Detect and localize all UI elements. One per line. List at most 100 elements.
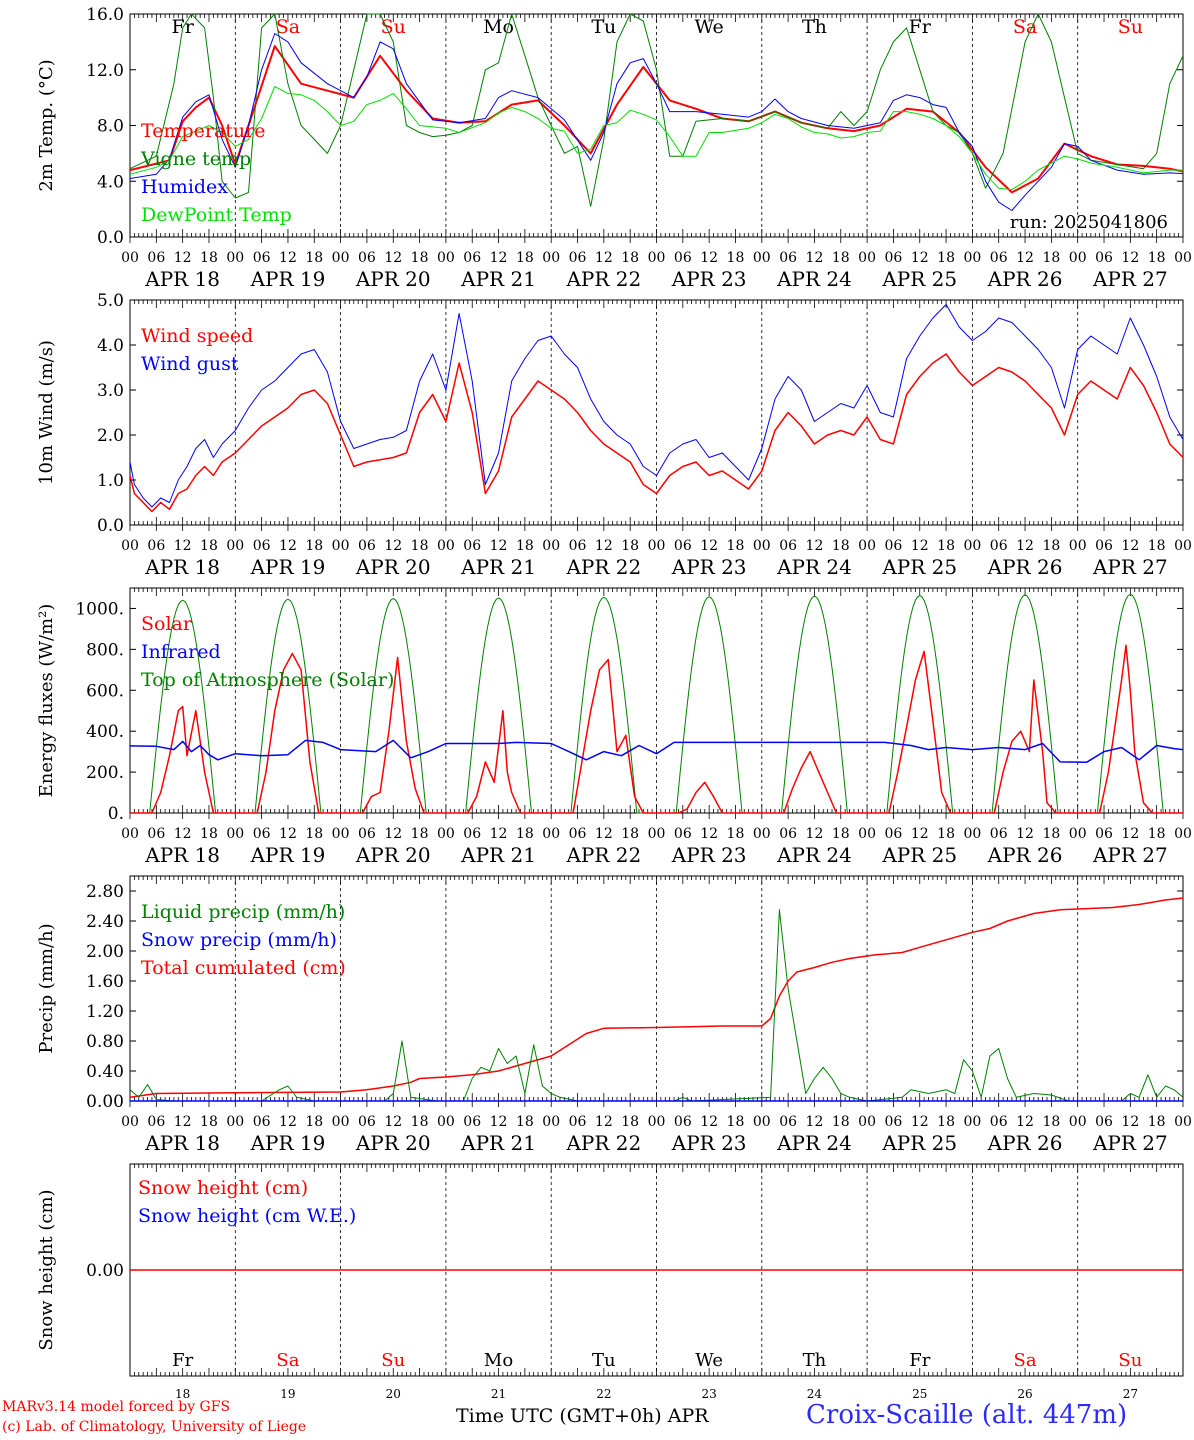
y-tick-label: 0.80 (86, 1032, 124, 1052)
date-label: APR 20 (355, 1131, 431, 1155)
hour-label: 06 (463, 250, 481, 266)
series-line (130, 304, 1183, 508)
hour-label: 06 (885, 538, 903, 554)
hour-label: 00 (1069, 1114, 1087, 1130)
y-tick-label: 0.40 (86, 1062, 124, 1082)
chart-panel-4: 0.00 0.40 0.80 1.20 1.60 2.00 2.40 2.80 Precip (… (36, 875, 1192, 1155)
hour-label: 06 (463, 826, 481, 842)
hour-label: 06 (569, 1114, 587, 1130)
hour-label: 00 (1069, 250, 1087, 266)
hour-label: 06 (779, 538, 797, 554)
hour-label: 00 (226, 538, 244, 554)
hour-label: 12 (490, 538, 508, 554)
hour-label: 18 (411, 538, 429, 554)
date-label: APR 21 (460, 843, 536, 867)
hour-label: 12 (1121, 1114, 1139, 1130)
day-number-label: 18 (175, 1387, 190, 1401)
legend-entry: Liquid precip (mm/h) (141, 901, 345, 923)
hour-label: 18 (411, 250, 429, 266)
series-line (130, 13, 1183, 207)
hour-label: 00 (121, 250, 139, 266)
day-number-label: 19 (280, 1387, 295, 1401)
legend-entry: Total cumulated (cm) (141, 957, 346, 979)
chart-panel-2: 0.0 1.0 2.0 3.0 4.0 5.0 10m Wind (m/s) 00 06 12 18… (36, 291, 1192, 579)
day-of-week-label: Su (381, 16, 406, 38)
hour-label: 00 (648, 826, 666, 842)
hour-label: 12 (700, 826, 718, 842)
hour-label: 12 (279, 250, 297, 266)
hour-label: 12 (1016, 826, 1034, 842)
y-tick-label: 0.00 (86, 1092, 124, 1112)
date-label: APR 27 (1092, 1131, 1168, 1155)
date-label: APR 25 (881, 843, 957, 867)
hour-label: 00 (1174, 538, 1192, 554)
hour-label: 18 (1042, 250, 1060, 266)
date-label: APR 22 (565, 267, 641, 291)
series-line (130, 739, 1183, 764)
hour-label: 06 (990, 538, 1008, 554)
hour-label: 00 (226, 250, 244, 266)
hour-label: 06 (253, 1114, 271, 1130)
hour-label: 18 (1148, 1114, 1166, 1130)
hour-label: 00 (963, 826, 981, 842)
hour-label: 06 (885, 1114, 903, 1130)
hour-label: 06 (990, 1114, 1008, 1130)
hour-label: 06 (463, 538, 481, 554)
hour-label: 18 (200, 1114, 218, 1130)
plot-frame (129, 299, 1184, 526)
series-line (130, 909, 1183, 1102)
hour-label: 00 (1069, 538, 1087, 554)
date-label: APR 25 (881, 555, 957, 579)
hour-label: 18 (937, 826, 955, 842)
hour-label: 12 (1121, 250, 1139, 266)
plot-frame (129, 587, 1184, 814)
y-tick-label: 0.00 (86, 1261, 124, 1281)
hour-label: 06 (1095, 826, 1113, 842)
hour-label: 06 (779, 250, 797, 266)
hour-label: 18 (516, 826, 534, 842)
legend-entry: Wind speed (141, 325, 253, 347)
hour-label: 18 (832, 826, 850, 842)
hour-label: 12 (700, 1114, 718, 1130)
hour-label: 06 (253, 538, 271, 554)
date-label: APR 18 (144, 843, 220, 867)
hour-label: 12 (806, 250, 824, 266)
hour-label: 12 (279, 538, 297, 554)
hour-label: 00 (437, 538, 455, 554)
hour-label: 00 (753, 1114, 771, 1130)
day-of-week-label: We (695, 16, 724, 38)
legend-entry: DewPoint Temp (141, 204, 292, 226)
hour-label: 18 (727, 250, 745, 266)
hour-label: 00 (858, 826, 876, 842)
hour-label: 00 (1174, 826, 1192, 842)
date-label: APR 23 (671, 555, 747, 579)
hour-label: 12 (490, 250, 508, 266)
day-of-week-label: Mo (483, 16, 514, 38)
y-tick-label: 16.0 (86, 5, 124, 25)
hour-label: 18 (200, 826, 218, 842)
hour-label: 00 (121, 538, 139, 554)
hour-label: 06 (147, 250, 165, 266)
day-of-week-label: Sa (1013, 16, 1037, 38)
hour-label: 12 (279, 1114, 297, 1130)
date-label: APR 24 (776, 843, 852, 867)
day-number-label: 21 (491, 1387, 506, 1401)
hour-label: 18 (1042, 826, 1060, 842)
x-axis-title: Time UTC (GMT+0h) APR (456, 1405, 709, 1427)
hour-label: 00 (858, 1114, 876, 1130)
day-number-label: 23 (702, 1387, 717, 1401)
hour-label: 18 (937, 538, 955, 554)
hour-label: 06 (147, 826, 165, 842)
day-of-week-label: Su (1118, 16, 1143, 38)
hour-label: 12 (595, 538, 613, 554)
hour-label: 12 (700, 538, 718, 554)
hour-label: 00 (963, 538, 981, 554)
day-of-week-label: Sa (1014, 1350, 1037, 1371)
hour-label: 00 (858, 250, 876, 266)
date-label: APR 23 (671, 267, 747, 291)
run-label: run: 2025041806 (1010, 212, 1168, 233)
y-tick-label: 0.0 (97, 516, 124, 536)
day-of-week-label: Sa (276, 16, 300, 38)
hour-label: 06 (358, 1114, 376, 1130)
